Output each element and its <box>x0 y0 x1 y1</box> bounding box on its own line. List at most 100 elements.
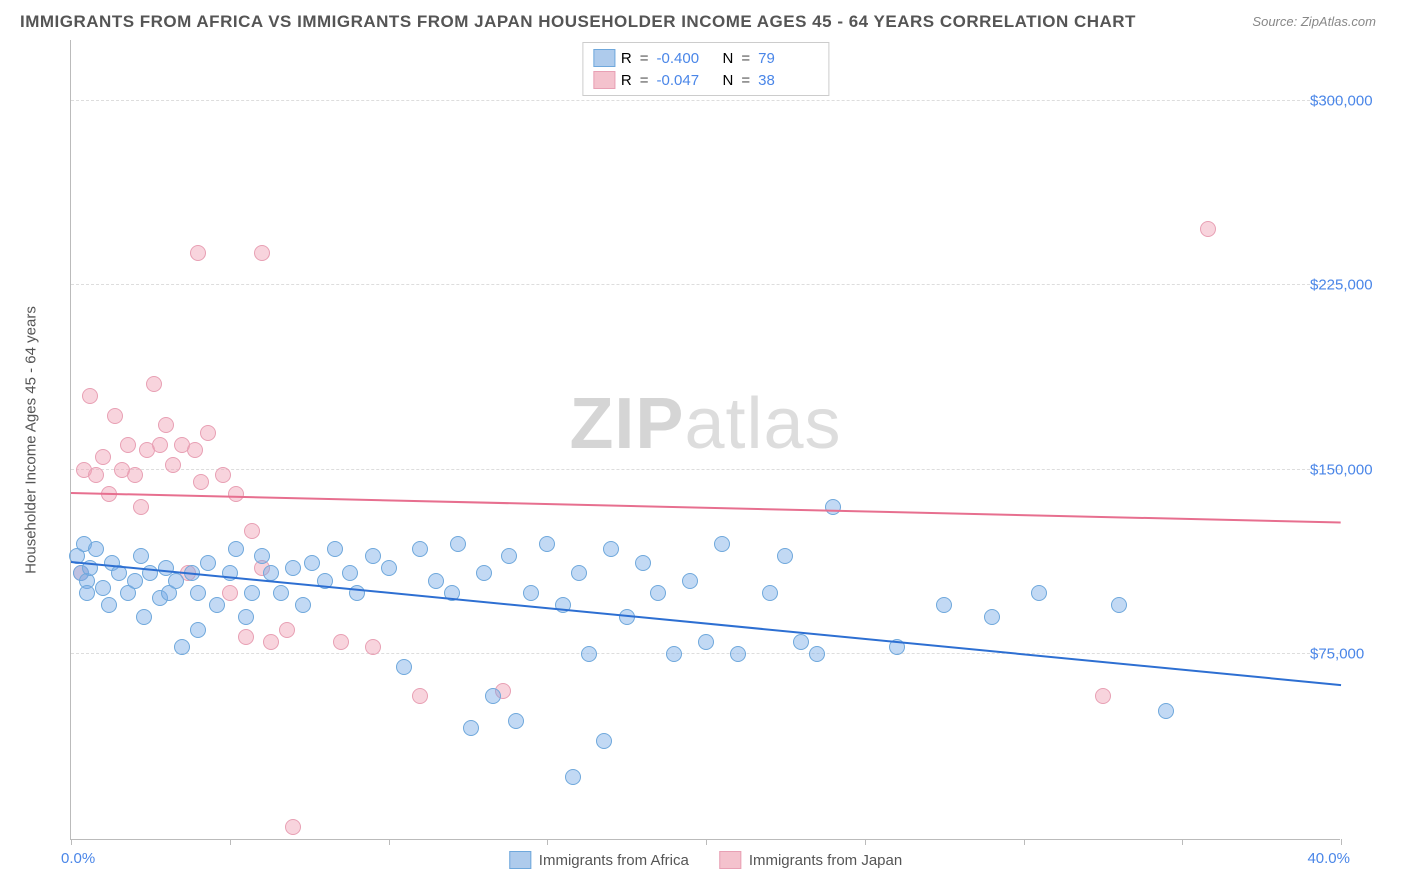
data-point <box>244 523 260 539</box>
data-point <box>603 541 619 557</box>
gridline <box>71 469 1340 470</box>
data-point <box>730 646 746 662</box>
data-point <box>485 688 501 704</box>
x-axis-start-label: 0.0% <box>61 850 95 867</box>
chart-title: IMMIGRANTS FROM AFRICA VS IMMIGRANTS FRO… <box>20 12 1136 32</box>
legend-swatch-africa <box>509 851 531 869</box>
data-point <box>762 585 778 601</box>
gridline <box>71 653 1340 654</box>
data-point <box>101 597 117 613</box>
data-point <box>200 425 216 441</box>
scatter-plot-area: ZIPatlas Householder Income Ages 45 - 64… <box>70 40 1340 840</box>
y-tick-label: $225,000 <box>1310 277 1400 294</box>
data-point <box>777 548 793 564</box>
x-tick <box>389 839 390 845</box>
data-point <box>333 634 349 650</box>
data-point <box>209 597 225 613</box>
data-point <box>1158 703 1174 719</box>
data-point <box>95 580 111 596</box>
legend-R-label: R <box>621 50 632 67</box>
data-point <box>365 548 381 564</box>
data-point <box>187 442 203 458</box>
data-point <box>1111 597 1127 613</box>
data-point <box>200 555 216 571</box>
data-point <box>133 548 149 564</box>
data-point <box>539 536 555 552</box>
data-point <box>263 634 279 650</box>
data-point <box>228 486 244 502</box>
data-point <box>476 565 492 581</box>
gridline <box>71 284 1340 285</box>
data-point <box>273 585 289 601</box>
correlation-legend: R = -0.400 N = 79 R = -0.047 N = 38 <box>582 42 829 96</box>
legend-R-value-africa: -0.400 <box>657 50 717 67</box>
data-point <box>152 437 168 453</box>
y-tick-label: $150,000 <box>1310 461 1400 478</box>
watermark-bold: ZIP <box>569 384 684 464</box>
data-point <box>571 565 587 581</box>
data-point <box>809 646 825 662</box>
data-point <box>428 573 444 589</box>
data-point <box>1200 221 1216 237</box>
legend-N-value-japan: 38 <box>758 72 818 89</box>
data-point <box>596 733 612 749</box>
data-point <box>190 585 206 601</box>
data-point <box>565 769 581 785</box>
data-point <box>228 541 244 557</box>
legend-item-japan: Immigrants from Japan <box>719 851 902 869</box>
equals-sign: = <box>741 72 750 89</box>
data-point <box>190 622 206 638</box>
data-point <box>158 417 174 433</box>
data-point <box>984 609 1000 625</box>
trend-line <box>71 492 1341 524</box>
data-point <box>508 713 524 729</box>
legend-label-japan: Immigrants from Japan <box>749 852 902 869</box>
data-point <box>120 437 136 453</box>
data-point <box>238 609 254 625</box>
data-point <box>381 560 397 576</box>
data-point <box>82 388 98 404</box>
data-point <box>263 565 279 581</box>
equals-sign: = <box>741 50 750 67</box>
data-point <box>127 467 143 483</box>
data-point <box>190 245 206 261</box>
x-axis-end-label: 40.0% <box>1307 850 1350 867</box>
data-point <box>666 646 682 662</box>
data-point <box>396 659 412 675</box>
data-point <box>698 634 714 650</box>
data-point <box>1031 585 1047 601</box>
data-point <box>463 720 479 736</box>
data-point <box>222 585 238 601</box>
series-legend: Immigrants from Africa Immigrants from J… <box>509 851 902 869</box>
data-point <box>95 449 111 465</box>
data-point <box>254 245 270 261</box>
data-point <box>244 585 260 601</box>
legend-N-label: N <box>723 72 734 89</box>
legend-R-value-japan: -0.047 <box>657 72 717 89</box>
equals-sign: = <box>640 50 649 67</box>
x-tick <box>230 839 231 845</box>
data-point <box>327 541 343 557</box>
x-tick <box>1341 839 1342 845</box>
legend-N-label: N <box>723 50 734 67</box>
data-point <box>793 634 809 650</box>
data-point <box>88 541 104 557</box>
data-point <box>714 536 730 552</box>
source-value: ZipAtlas.com <box>1301 14 1376 29</box>
legend-N-value-africa: 79 <box>758 50 818 67</box>
trend-line <box>71 561 1341 686</box>
data-point <box>193 474 209 490</box>
data-point <box>682 573 698 589</box>
data-point <box>174 639 190 655</box>
data-point <box>936 597 952 613</box>
legend-swatch-japan <box>593 71 615 89</box>
source-label: Source: <box>1252 14 1297 29</box>
data-point <box>342 565 358 581</box>
data-point <box>133 499 149 515</box>
data-point <box>79 585 95 601</box>
data-point <box>279 622 295 638</box>
data-point <box>1095 688 1111 704</box>
y-tick-label: $300,000 <box>1310 92 1400 109</box>
data-point <box>450 536 466 552</box>
legend-row-africa: R = -0.400 N = 79 <box>593 47 818 69</box>
